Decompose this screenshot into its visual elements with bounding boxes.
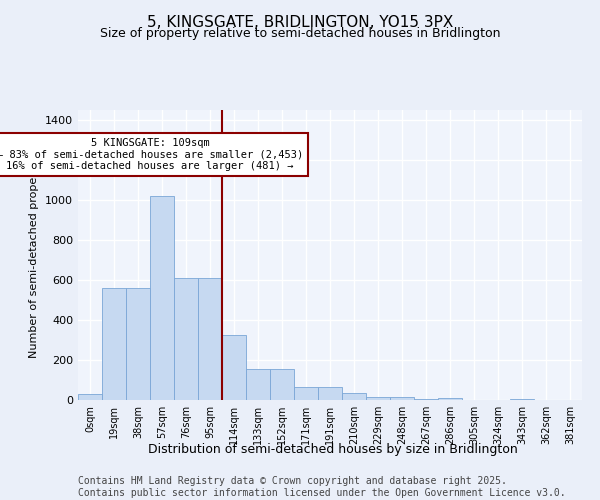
Bar	[222, 335, 246, 400]
Bar	[390, 397, 414, 400]
Text: Contains HM Land Registry data © Crown copyright and database right 2025.
Contai: Contains HM Land Registry data © Crown c…	[78, 476, 566, 498]
Bar	[246, 369, 270, 400]
Bar	[342, 393, 366, 400]
Bar	[270, 369, 294, 400]
Bar	[150, 196, 174, 400]
Bar	[510, 399, 534, 400]
Bar	[366, 397, 390, 400]
Bar	[78, 394, 102, 400]
Bar	[318, 387, 342, 400]
Bar	[174, 278, 198, 400]
Text: 5, KINGSGATE, BRIDLINGTON, YO15 3PX: 5, KINGSGATE, BRIDLINGTON, YO15 3PX	[147, 15, 453, 30]
Bar	[198, 278, 222, 400]
Bar	[102, 288, 126, 400]
Text: 5 KINGSGATE: 109sqm
← 83% of semi-detached houses are smaller (2,453)
16% of sem: 5 KINGSGATE: 109sqm ← 83% of semi-detach…	[0, 138, 303, 171]
Text: Size of property relative to semi-detached houses in Bridlington: Size of property relative to semi-detach…	[100, 28, 500, 40]
Bar	[414, 399, 438, 400]
Bar	[126, 288, 150, 400]
Y-axis label: Number of semi-detached properties: Number of semi-detached properties	[29, 152, 40, 358]
Bar	[438, 398, 462, 400]
Bar	[294, 387, 318, 400]
Text: Distribution of semi-detached houses by size in Bridlington: Distribution of semi-detached houses by …	[148, 442, 518, 456]
